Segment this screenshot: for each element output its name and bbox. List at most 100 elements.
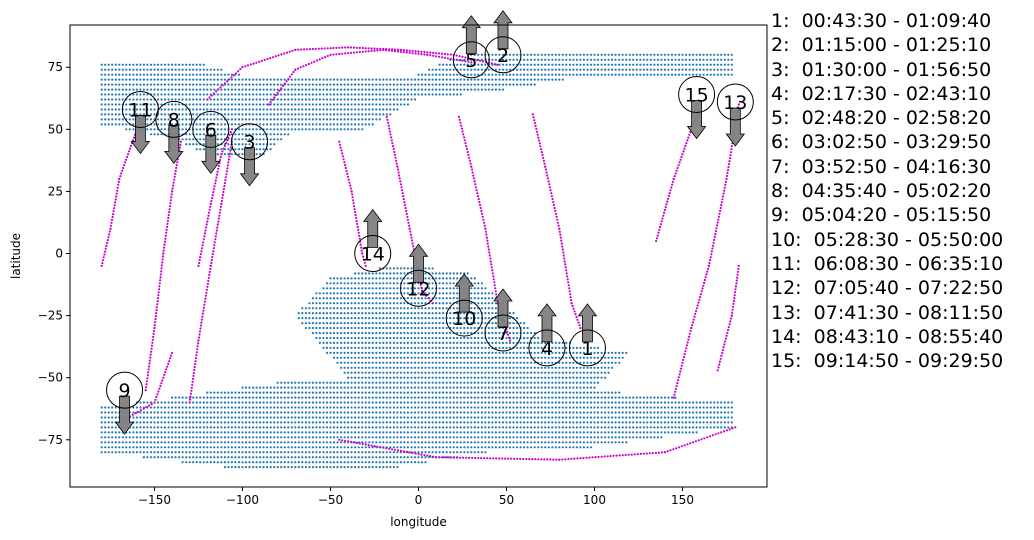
land-point — [375, 331, 378, 335]
land-point — [188, 456, 191, 459]
land-point — [452, 451, 455, 454]
land-point — [575, 63, 579, 66]
land-point — [315, 426, 318, 429]
land-point — [104, 103, 107, 106]
land-point — [681, 73, 684, 76]
land-point — [653, 411, 656, 414]
land-point — [153, 431, 156, 434]
land-point — [540, 376, 543, 379]
land-point — [533, 391, 536, 394]
land-point — [361, 123, 364, 126]
land-point — [596, 436, 600, 439]
land-point — [470, 356, 473, 359]
land-point — [593, 396, 596, 399]
land-point — [262, 466, 265, 469]
land-point — [706, 401, 709, 404]
land-point — [385, 366, 388, 369]
land-point — [589, 371, 593, 374]
land-point — [280, 421, 283, 424]
land-point — [459, 341, 462, 344]
land-point — [223, 128, 226, 131]
land-point — [554, 396, 557, 399]
land-point — [554, 431, 557, 434]
land-point — [699, 426, 702, 429]
land-point — [354, 466, 357, 469]
land-point — [544, 391, 547, 394]
land-point — [551, 351, 554, 354]
land-point — [153, 63, 156, 66]
land-point — [280, 451, 283, 454]
land-point — [428, 421, 431, 424]
land-point — [188, 431, 191, 434]
land-point — [297, 93, 300, 96]
land-point — [262, 78, 265, 81]
land-point — [153, 411, 156, 414]
land-point — [199, 103, 202, 106]
land-point — [473, 446, 476, 449]
land-point — [318, 108, 321, 111]
land-point — [449, 356, 452, 359]
land-point — [368, 376, 371, 379]
land-point — [621, 421, 624, 424]
land-point — [442, 346, 445, 349]
land-point — [561, 63, 564, 66]
land-point — [132, 406, 135, 409]
land-point — [192, 406, 195, 409]
land-point — [551, 63, 554, 66]
land-point — [660, 431, 663, 434]
land-point — [667, 63, 670, 66]
land-point — [181, 401, 184, 404]
land-point — [248, 446, 251, 449]
land-point — [304, 446, 307, 449]
land-point — [544, 361, 547, 364]
land-point — [220, 401, 223, 404]
land-point — [171, 93, 174, 96]
land-point — [516, 426, 519, 429]
land-point — [100, 421, 103, 424]
land-point — [505, 78, 508, 81]
land-point — [656, 53, 660, 56]
land-point — [322, 441, 325, 444]
land-point — [442, 411, 445, 414]
land-point — [156, 446, 160, 449]
land-point — [121, 118, 124, 121]
land-point — [456, 436, 459, 439]
land-point — [611, 366, 614, 369]
land-point — [463, 401, 466, 404]
land-point — [512, 361, 515, 364]
land-point — [375, 376, 378, 379]
land-point — [523, 421, 526, 424]
land-point — [463, 326, 466, 330]
land-point — [660, 68, 663, 71]
land-point — [544, 426, 547, 429]
land-point — [153, 416, 156, 419]
land-point — [611, 436, 614, 439]
land-point — [625, 406, 628, 409]
land-point — [114, 451, 117, 454]
land-point — [160, 73, 163, 76]
land-point — [167, 63, 170, 66]
land-point — [530, 446, 533, 449]
land-point — [262, 431, 265, 434]
land-point — [575, 366, 579, 369]
land-point — [153, 436, 156, 439]
land-point — [410, 366, 413, 369]
land-point — [410, 386, 413, 389]
land-point — [371, 376, 374, 379]
land-point — [216, 128, 219, 131]
land-point — [185, 103, 188, 106]
land-point — [692, 63, 695, 66]
land-point — [501, 376, 505, 379]
land-point — [167, 456, 170, 459]
land-point — [230, 411, 233, 414]
land-point — [329, 88, 332, 91]
land-point — [456, 351, 459, 354]
land-point — [301, 411, 304, 414]
land-point — [551, 53, 554, 56]
land-point — [227, 98, 230, 101]
land-point — [604, 431, 607, 434]
land-point — [315, 108, 318, 111]
land-point — [273, 401, 276, 404]
land-point — [692, 416, 695, 419]
land-point — [332, 446, 336, 449]
